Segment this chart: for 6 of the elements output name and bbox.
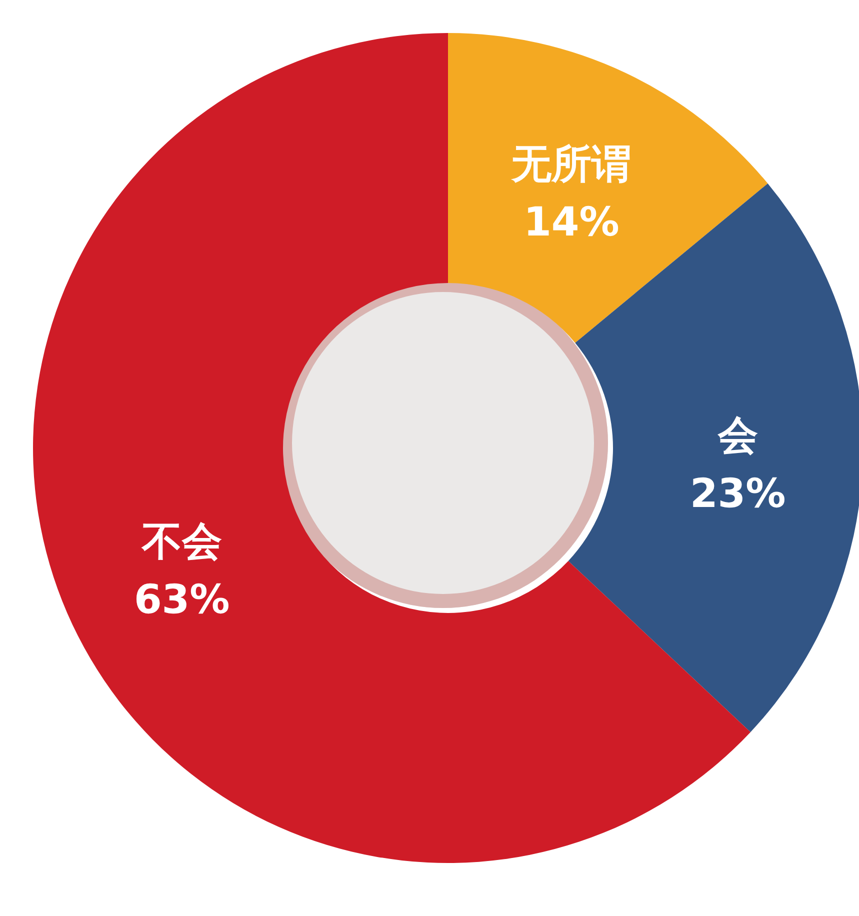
data-label: 63% (134, 577, 230, 624)
slice-label: 无所谓 (510, 142, 632, 188)
slice-label: 不会 (140, 519, 222, 566)
slice-label: 会 (716, 413, 758, 460)
data-label: 23% (690, 471, 786, 518)
data-label: 14% (524, 200, 620, 246)
